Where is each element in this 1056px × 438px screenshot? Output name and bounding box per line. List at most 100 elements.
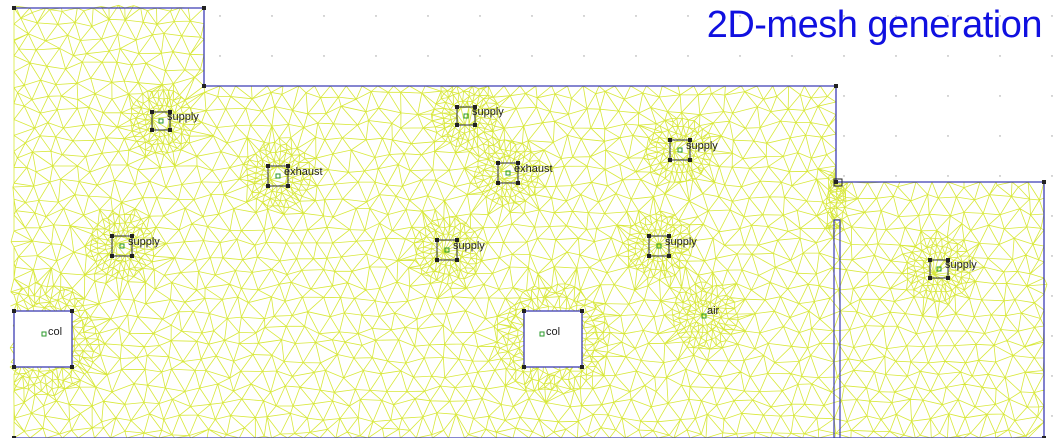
grid-dot bbox=[1051, 135, 1053, 137]
box-vertex bbox=[668, 158, 672, 162]
grid-dot bbox=[1051, 375, 1053, 377]
grid-dot bbox=[791, 55, 793, 57]
supply-box bbox=[151, 111, 171, 131]
grid-dot bbox=[375, 55, 377, 57]
region-marker bbox=[444, 247, 450, 253]
grid-dot bbox=[635, 15, 637, 17]
column-box bbox=[523, 310, 583, 368]
boundary-vertex bbox=[834, 180, 838, 184]
box-vertex bbox=[130, 254, 134, 258]
column-vertex bbox=[522, 365, 526, 369]
box-vertex bbox=[455, 258, 459, 262]
grid-dot bbox=[375, 15, 377, 17]
box-vertex bbox=[516, 181, 520, 185]
box-vertex bbox=[150, 128, 154, 132]
mesh-objects: supply supply supply supply supply supply supp… bbox=[12, 105, 977, 369]
box-vertex bbox=[647, 234, 651, 238]
supply-label: supply bbox=[945, 259, 977, 271]
column-vertex bbox=[522, 309, 526, 313]
supply-box bbox=[929, 259, 949, 279]
region-marker bbox=[158, 118, 164, 124]
grid-dot bbox=[843, 55, 845, 57]
column-vertex bbox=[70, 309, 74, 313]
box-vertex bbox=[946, 276, 950, 280]
grid-dot bbox=[1051, 55, 1053, 57]
grid-dot bbox=[843, 15, 845, 17]
region-marker bbox=[656, 243, 662, 249]
grid-dot bbox=[843, 175, 845, 177]
supply-object: supply bbox=[110, 234, 160, 258]
grid-dot bbox=[1051, 215, 1053, 217]
grid-dot bbox=[999, 15, 1001, 17]
box-vertex bbox=[688, 158, 692, 162]
supply-label: supply bbox=[453, 240, 485, 252]
grid-dot bbox=[427, 55, 429, 57]
supply-label: supply bbox=[167, 111, 199, 123]
grid-dot bbox=[1051, 175, 1053, 177]
supply-label: supply bbox=[686, 140, 718, 152]
box-vertex bbox=[168, 128, 172, 132]
internal-wall bbox=[833, 219, 841, 438]
supply-object: supply bbox=[928, 258, 977, 280]
boundary-vertex bbox=[202, 6, 206, 10]
box-vertex bbox=[110, 254, 114, 258]
supply-box bbox=[111, 235, 133, 257]
grid-dot bbox=[895, 15, 897, 17]
exhaust-label: exhaust bbox=[514, 163, 553, 175]
column-vertex bbox=[580, 309, 584, 313]
box-vertex bbox=[473, 105, 477, 109]
boundary-vertex bbox=[12, 436, 16, 438]
grid-dot bbox=[895, 95, 897, 97]
grid-dot bbox=[531, 15, 533, 17]
exhaust-label: exhaust bbox=[284, 166, 323, 178]
column-label: col bbox=[546, 326, 560, 338]
supply-box bbox=[669, 139, 691, 161]
grid-dot bbox=[323, 15, 325, 17]
supply-label: supply bbox=[665, 236, 697, 248]
grid-dot bbox=[947, 135, 949, 137]
grid-dots bbox=[219, 15, 1053, 417]
column-label: col bbox=[48, 326, 62, 338]
domain-boundary bbox=[12, 6, 1046, 438]
supply-object: supply bbox=[435, 238, 485, 262]
exhaust-box bbox=[267, 165, 289, 187]
grid-dot bbox=[843, 95, 845, 97]
grid-dot bbox=[947, 15, 949, 17]
grid-dot bbox=[999, 175, 1001, 177]
box-vertex bbox=[496, 161, 500, 165]
grid-dot bbox=[1051, 415, 1053, 417]
box-vertex bbox=[647, 254, 651, 258]
region-marker bbox=[701, 313, 707, 319]
region-marker bbox=[119, 243, 125, 249]
grid-dot bbox=[895, 175, 897, 177]
box-vertex bbox=[455, 123, 459, 127]
grid-dot bbox=[479, 15, 481, 17]
boundary-vertex bbox=[1042, 180, 1046, 184]
column-box bbox=[13, 310, 73, 368]
grid-dot bbox=[895, 135, 897, 137]
supply-box bbox=[436, 239, 458, 261]
grid-dot bbox=[739, 15, 741, 17]
grid-dot bbox=[895, 55, 897, 57]
box-vertex bbox=[435, 238, 439, 242]
box-vertex bbox=[667, 234, 671, 238]
region-marker bbox=[275, 173, 281, 179]
grid-dot bbox=[999, 55, 1001, 57]
grid-dot bbox=[583, 55, 585, 57]
supply-label: supply bbox=[128, 236, 160, 248]
box-vertex bbox=[928, 276, 932, 280]
supply-object: supply bbox=[647, 234, 697, 258]
grid-dot bbox=[479, 55, 481, 57]
column-vertex bbox=[12, 365, 16, 369]
grid-dot bbox=[947, 175, 949, 177]
region-marker bbox=[41, 331, 47, 337]
box-vertex bbox=[266, 164, 270, 168]
box-vertex bbox=[455, 238, 459, 242]
box-vertex bbox=[516, 161, 520, 165]
grid-dot bbox=[687, 55, 689, 57]
exhaust-object: exhaust bbox=[496, 161, 553, 185]
region-marker bbox=[539, 331, 545, 337]
grid-dot bbox=[999, 135, 1001, 137]
box-vertex bbox=[667, 254, 671, 258]
